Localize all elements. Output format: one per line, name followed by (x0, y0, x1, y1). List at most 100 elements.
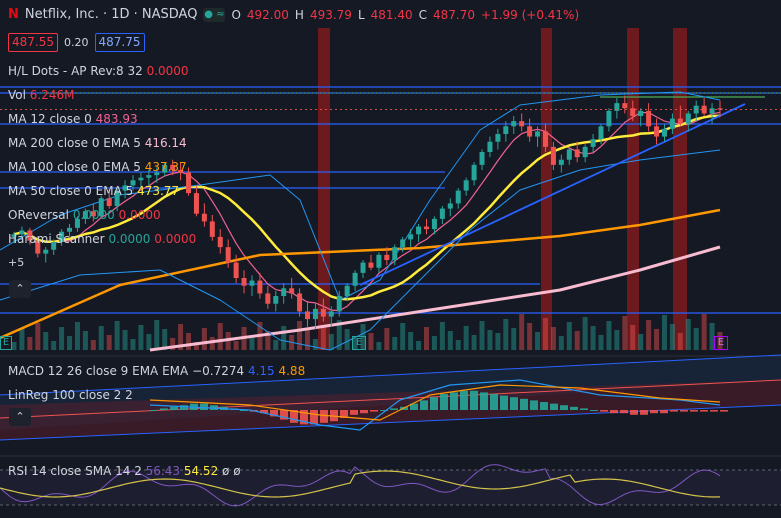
candle-body-43 (352, 272, 358, 286)
candle-body-10 (90, 211, 96, 217)
legend-ma200[interactable]: MA 200 close 0 EMA 5 416.14 (8, 136, 187, 150)
volume-bar-85 (685, 319, 691, 350)
legend-vol[interactable]: Vol 6.246M (8, 88, 75, 102)
volume-bar-20 (170, 338, 176, 350)
volume-bar-33 (273, 340, 279, 350)
macd-hist-16 (310, 410, 318, 425)
price-change: +1.99 (+0.41%) (481, 8, 580, 22)
volume-bar-54 (439, 322, 445, 350)
buy-price-button[interactable]: 487.75 (94, 33, 145, 52)
volume-bar-19 (162, 329, 168, 350)
oreversal-value-2: 0.0000 (118, 208, 161, 222)
legend-linreg[interactable]: LinReg 100 close 2 2 (8, 388, 133, 402)
macd-name: MACD 12 26 close 9 EMA EMA (8, 364, 189, 378)
macd-line (149, 379, 721, 431)
ohlc-open-label: O (231, 8, 241, 22)
macd-value-2: 4.15 (247, 364, 275, 378)
macd-hist-15 (300, 410, 308, 425)
harami-value-1: 0.0000 (108, 232, 151, 246)
event-column-1 (318, 28, 330, 350)
macd-hist-14 (290, 410, 298, 423)
candle-body-62 (503, 126, 509, 134)
candle-body-76 (614, 103, 620, 111)
candle-body-74 (598, 126, 604, 140)
candle-body-57 (463, 180, 469, 191)
candle-body-83 (669, 118, 675, 129)
macd-hist-52 (670, 410, 678, 412)
ohlc-close-label: C (418, 8, 428, 22)
candle-body-3 (35, 240, 41, 254)
volume-bar-47 (384, 328, 390, 350)
macd-hist-20 (350, 410, 358, 415)
ma50-value: 473.77 (137, 184, 180, 198)
netflix-logo: N (8, 7, 19, 22)
candle-body-44 (360, 262, 366, 273)
volume-bar-43 (352, 338, 358, 350)
spread-value: 0.20 (64, 35, 89, 49)
legend-rsi[interactable]: RSI 14 close SMA 14 2 56.43 54.52 ø ø (8, 464, 241, 478)
legend-macd[interactable]: MACD 12 26 close 9 EMA EMA −0.7274 4.15 … (8, 364, 305, 378)
candle-body-82 (661, 128, 667, 137)
ma100-name: MA 100 close 0 EMA 5 (8, 160, 141, 174)
earnings-marker-0[interactable]: E (0, 336, 12, 350)
macd-hist-2 (170, 406, 178, 410)
legend-hl-dots[interactable]: H/L Dots - AP Rev:8 32 0.0000 (8, 64, 189, 78)
volume-bar-62 (503, 319, 509, 350)
candle-body-20 (170, 164, 176, 170)
volume-bar-70 (566, 322, 572, 350)
macd-hist-22 (370, 410, 378, 412)
macd-hist-13 (280, 410, 288, 420)
lower-band (0, 149, 721, 351)
macd-hist-17 (320, 410, 328, 423)
candle-body-87 (701, 105, 707, 114)
hl-dots-param: 32 (127, 64, 143, 78)
macd-hist-12 (270, 410, 278, 417)
volume-bar-52 (423, 327, 429, 350)
candle-body-5 (51, 242, 57, 250)
legend-ma12[interactable]: MA 12 close 0 483.93 (8, 112, 138, 126)
legend-oreversal[interactable]: OReversal 0.0000 0.0000 (8, 208, 161, 222)
volume-bar-64 (519, 314, 525, 350)
candle-body-35 (289, 288, 295, 294)
macd-hist-48 (630, 410, 638, 415)
macd-hist-42 (570, 406, 578, 410)
volume-bar-60 (487, 330, 493, 350)
candle-body-30 (249, 280, 255, 286)
candle-body-59 (479, 152, 485, 165)
event-column-3 (627, 28, 639, 350)
volume-bar-17 (146, 334, 152, 350)
legend-harami[interactable]: Harami Scanner 0.0000 0.0000 (8, 232, 196, 246)
volume-bar-89 (717, 332, 723, 350)
visibility-toggle-icon[interactable]: ● ≈ (203, 8, 226, 22)
ma12-value: 483.93 (95, 112, 138, 126)
candle-body-81 (654, 126, 660, 137)
legend-ma100[interactable]: MA 100 close 0 EMA 5 437.37 (8, 160, 187, 174)
legend-ma50[interactable]: MA 50 close 0 EMA 5 473.77 (8, 184, 179, 198)
macd-hist-21 (360, 410, 368, 414)
oreversal-name: OReversal (8, 208, 69, 222)
candle-body-65 (527, 126, 533, 137)
macd-hist-33 (480, 392, 488, 410)
volume-bar-68 (550, 327, 556, 350)
linreg-upper-line (0, 354, 781, 396)
legend-collapse-count[interactable]: +5 (8, 256, 25, 269)
candle-body-23 (193, 193, 199, 214)
volume-bar-39 (320, 325, 326, 350)
earnings-marker-2[interactable]: E (714, 336, 728, 350)
volume-bar-61 (495, 333, 501, 350)
volume-bar-3 (35, 323, 41, 350)
macd-hist-46 (610, 410, 618, 414)
earnings-marker-1[interactable]: E (352, 336, 366, 350)
macd-hist-51 (660, 410, 668, 414)
candle-body-64 (519, 121, 525, 127)
sell-price-button[interactable]: 487.55 (8, 33, 58, 52)
macd-hist-34 (490, 394, 498, 410)
candle-body-21 (178, 170, 184, 173)
volume-bar-0 (11, 342, 17, 350)
volume-bar-86 (693, 328, 699, 350)
macd-hist-19 (340, 410, 348, 418)
candle-body-66 (535, 131, 541, 137)
symbol-title[interactable]: Netflix, Inc. · 1D · NASDAQ (24, 7, 198, 22)
ma50-line (13, 114, 721, 301)
